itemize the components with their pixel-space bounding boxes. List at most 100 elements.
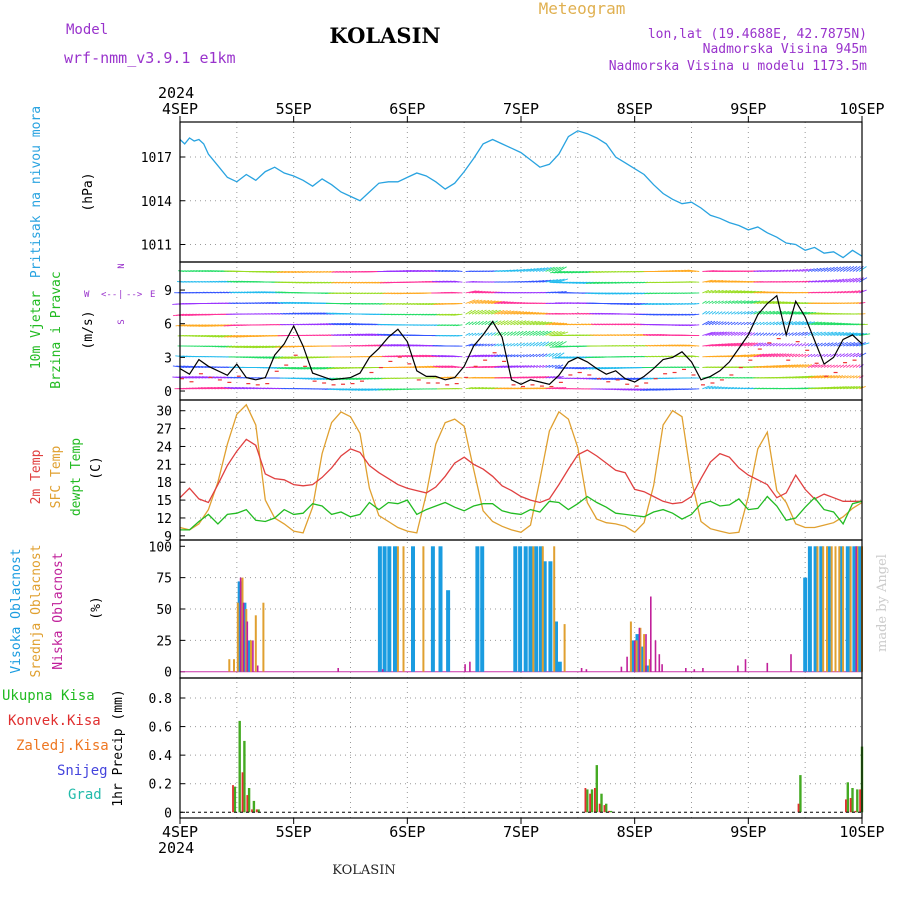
temp-tick-label: 24 [156,440,172,455]
wind-arrow [820,342,827,347]
compass-e-arrow: --> [126,290,143,300]
wind-arrow [836,266,845,272]
temp-tick-label: 18 [156,476,172,491]
wind-arrow [711,343,724,347]
wind-arrow [830,353,835,358]
wind-arrow [548,279,559,283]
wind-arrow [535,353,541,358]
wind-arrow [740,300,750,304]
wind-arrow [526,342,532,347]
temp-tick-label: 27 [156,423,172,438]
precip-total-bar [252,800,256,813]
wind-arrow [702,385,710,390]
wind-arrow [766,342,772,347]
wind-arrow [481,309,491,315]
wind-arrow [490,332,496,336]
wind-arrow [555,331,566,336]
temp-tick-label: 21 [156,458,172,473]
wind-arrow [484,332,490,336]
wind-arrow [468,321,474,326]
wind-tick-label: 0 [164,385,172,400]
x-tick-label-top: 7SEP [503,100,539,118]
wind-arrow [532,341,539,347]
wind-arrow [471,387,481,390]
wind-tick-label: 9 [164,284,172,299]
wind-arrow [529,312,539,315]
wind-arrow [705,300,711,304]
precip-konv-bar [241,772,244,813]
wind-arrow [814,353,819,358]
cloud-mid-bar [856,546,859,672]
wind-arrow [839,375,846,379]
wind-arrow [708,376,715,379]
wind-arrow [539,376,547,379]
wind-arrow [269,302,277,304]
compass-w: W [84,290,90,300]
wind-arrow [826,342,834,347]
wind-arrow [539,279,548,283]
wind-arrow [727,311,733,315]
wind-arrow [731,342,742,347]
pressure-tick-label: 1011 [141,239,172,254]
wind-arrow [817,279,824,283]
temp-label-dew: dewpt Temp [69,438,84,516]
wind-arrow [801,343,806,347]
wind-arrow [823,342,830,347]
wind-arrow [705,320,713,326]
wind-arrow [354,388,367,391]
cloud-high-bar [542,561,547,672]
wind-arrow [849,364,854,368]
wind-arrow [519,354,525,358]
cloud-label-high: Visoka Oblacnost [9,548,24,673]
wind-arrow [542,364,548,368]
wind-arrow [526,311,536,315]
cloud-high-bar [857,546,862,672]
wind-arrow [529,280,538,283]
wind-arrow [708,331,719,336]
wind-arrow [487,354,496,358]
wind-arrow [215,280,223,283]
wind-arrow [804,268,812,272]
wind-arrow [401,303,409,305]
precip-tick-label: 0.8 [149,692,172,707]
cloud-low-bar [580,668,583,672]
wind-arrow [465,321,471,326]
wind-arrow [804,312,817,315]
wind-arrow [484,343,490,347]
cloud-high-bar [803,577,808,672]
wind-arrow [827,322,839,326]
wind-arrow [804,375,816,379]
temp-sfc-line [179,403,863,535]
precip-total-bar [595,765,598,813]
wind-arrow [689,324,700,327]
wind-arrow [263,302,271,304]
wind-arrow [830,386,842,390]
x-tick-label-bottom: 5SEP [276,823,312,841]
precip-konv-bar [232,785,234,813]
wind-arrow [782,364,793,368]
wind-arrow [449,324,457,327]
wind-arrow [791,321,801,326]
wind-arrow [753,342,761,347]
wind-arrow [766,332,771,336]
wind-arrow [721,331,730,336]
cloud-high-bar [557,661,562,672]
wind-arrow [849,290,857,294]
wind-arrow [503,301,514,304]
wind-arrow [807,353,813,358]
wind-arrow [830,279,838,283]
wind-arrow [734,321,739,326]
wind-arrow [581,271,591,274]
wind-arrow [245,387,255,390]
cloud-low-bar [638,627,641,672]
wind-arrow [785,343,790,347]
precip-total-bar [590,789,594,813]
wind-arrow [708,279,720,283]
wind-arrow [468,386,477,390]
wind-arrow [843,278,851,283]
wind-arrow [604,281,613,284]
wind-arrow [804,364,812,368]
wind-arrow [830,291,837,294]
wind-arrow [791,332,798,336]
wind-arrow [782,311,794,315]
